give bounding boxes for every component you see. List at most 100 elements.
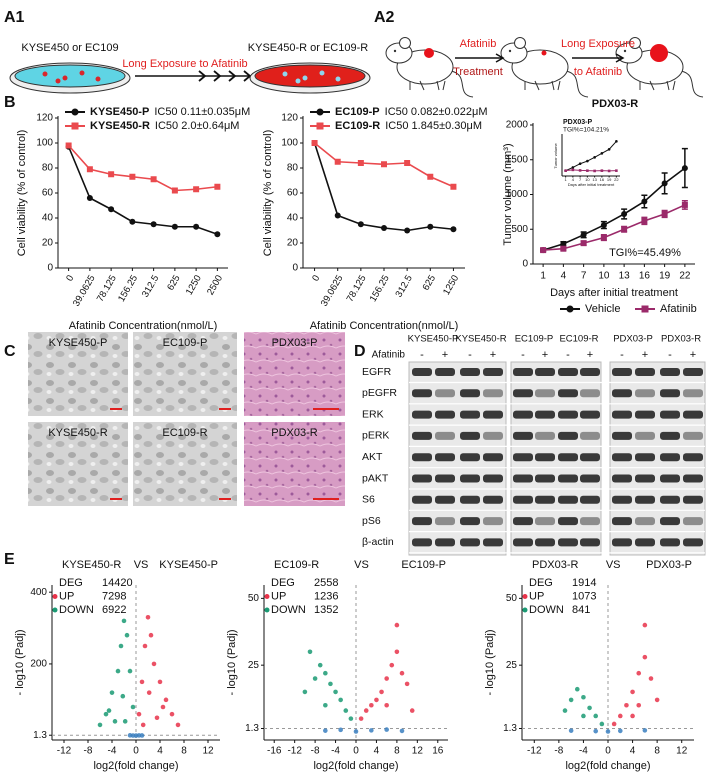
point xyxy=(312,676,318,681)
band xyxy=(580,389,600,398)
x-tick-label: 22 xyxy=(679,271,691,282)
point xyxy=(630,713,635,719)
legend-entry: EC109-R IC50 1.845±0.30μM xyxy=(335,120,482,132)
series-line xyxy=(542,167,686,251)
band xyxy=(483,538,503,547)
legend-dot xyxy=(522,594,528,599)
band xyxy=(412,517,432,526)
point xyxy=(642,728,648,733)
marker xyxy=(615,140,618,143)
mouse-leg xyxy=(419,80,425,91)
band xyxy=(483,517,503,526)
marker xyxy=(214,231,221,238)
x-tick-label: 625 xyxy=(165,273,182,292)
point xyxy=(617,713,623,719)
point xyxy=(130,704,136,710)
point xyxy=(139,733,145,738)
a2-step2: Long Exposure xyxy=(561,38,635,50)
protein-label: ERK xyxy=(362,408,384,420)
x-tick-label: 1 xyxy=(540,271,546,282)
cell xyxy=(295,78,301,84)
stat-value: 1914 xyxy=(572,577,596,589)
band xyxy=(635,431,655,440)
legend-note: IC50 0.082±0.022μM xyxy=(385,106,488,118)
point xyxy=(121,618,127,624)
marker xyxy=(150,176,157,183)
tumor xyxy=(424,48,434,58)
point xyxy=(146,690,152,695)
marker xyxy=(566,305,574,313)
x-tick-label: 4 xyxy=(561,271,567,282)
arrow-head xyxy=(495,53,505,63)
band xyxy=(580,474,600,483)
marker xyxy=(357,221,364,228)
x-tick-label: 1250 xyxy=(184,273,204,297)
treatment-sign: + xyxy=(642,349,648,361)
a2-step2: to Afatinib xyxy=(574,66,622,78)
cell xyxy=(79,70,85,76)
band xyxy=(460,538,480,547)
y-tick-label: 40 xyxy=(42,213,54,224)
marker xyxy=(593,169,596,173)
band xyxy=(635,389,655,398)
image-label: PDX03-R xyxy=(271,427,318,439)
mouse-leg xyxy=(672,80,676,91)
a2-step1: Treatment xyxy=(453,66,503,78)
band xyxy=(460,389,480,398)
point xyxy=(328,681,333,687)
legend-name: EC109-R xyxy=(335,120,380,132)
marker xyxy=(404,227,411,234)
x-axis-label: log2(fold change) xyxy=(565,760,650,772)
band xyxy=(513,431,533,440)
marker xyxy=(311,140,318,146)
marker xyxy=(193,186,200,193)
y-axis-label: - log10 (Padj) xyxy=(226,629,238,695)
y-tick-label: 2000 xyxy=(506,120,529,131)
cell xyxy=(62,75,68,81)
micrograph xyxy=(244,422,345,506)
x-tick-label: 7 xyxy=(579,177,582,182)
marker xyxy=(334,158,341,165)
x-tick-label: 19 xyxy=(607,177,612,182)
band xyxy=(483,474,503,483)
band xyxy=(580,431,600,440)
band xyxy=(558,389,578,398)
treatment-label: Afatinib xyxy=(372,350,406,361)
band xyxy=(660,410,680,419)
band xyxy=(483,453,503,462)
marker xyxy=(450,183,457,190)
y-tick-label: 60 xyxy=(42,188,54,199)
band xyxy=(483,410,503,419)
cell xyxy=(335,76,341,82)
image-label: PDX03-P xyxy=(272,337,318,349)
stat-label: UP xyxy=(529,590,544,602)
x-tick-label: -12 xyxy=(287,746,302,757)
series-line xyxy=(68,144,218,192)
legend-entry: Vehicle xyxy=(585,303,620,315)
cell xyxy=(42,71,48,77)
y-tick-label: 120 xyxy=(36,113,53,124)
mouse-eye xyxy=(623,49,627,53)
comparison: VS xyxy=(606,559,621,571)
point xyxy=(369,728,374,733)
point xyxy=(384,676,389,681)
marker xyxy=(593,156,596,159)
x-tick-label: 16 xyxy=(432,746,444,757)
point xyxy=(654,697,660,703)
x-tick-label: 16 xyxy=(639,271,651,282)
micrograph xyxy=(133,422,237,506)
x-tick-label: 8 xyxy=(181,746,187,757)
point xyxy=(122,719,128,724)
protein-label: pAKT xyxy=(362,472,389,484)
marker xyxy=(71,108,79,116)
band xyxy=(513,495,533,504)
y-tick-label: 500 xyxy=(511,224,528,235)
marker xyxy=(540,247,547,254)
x-tick-label: -4 xyxy=(579,746,588,757)
x-tick-label: 8 xyxy=(654,746,660,757)
marker xyxy=(621,210,628,217)
series-line xyxy=(67,146,218,236)
marker xyxy=(571,168,575,172)
band xyxy=(435,389,455,398)
x-tick-label: 13 xyxy=(592,177,597,182)
